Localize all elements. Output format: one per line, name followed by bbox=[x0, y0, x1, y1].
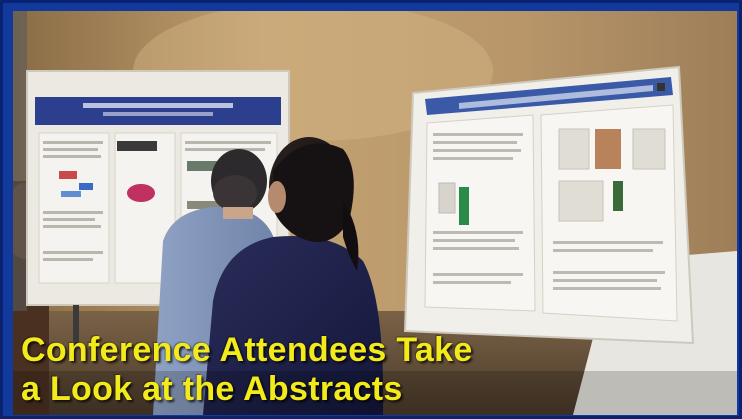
photo-scene bbox=[13, 11, 737, 415]
poster-right-photo bbox=[595, 129, 621, 169]
poster-right bbox=[403, 65, 695, 345]
conference-photo bbox=[13, 11, 737, 415]
attendee-woman bbox=[203, 137, 384, 415]
poster-left-header bbox=[35, 97, 281, 125]
